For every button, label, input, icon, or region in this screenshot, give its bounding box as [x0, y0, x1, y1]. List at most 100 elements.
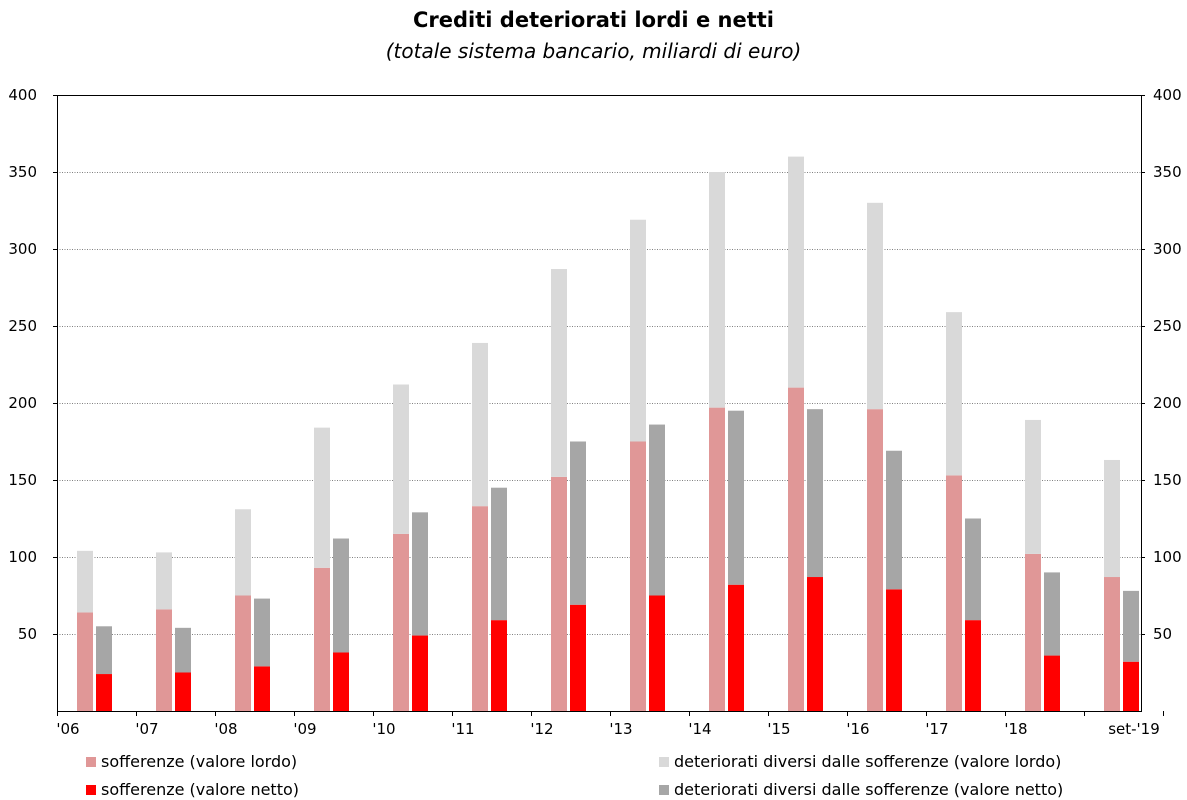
bar-altri-lordo [393, 385, 409, 534]
bar-altri-lordo [314, 428, 330, 568]
x-tick-label: '13 [609, 720, 632, 738]
bar-altri-lordo [788, 157, 804, 388]
y-tick-label-left: 100 [8, 548, 37, 566]
bar-altri-lordo [1104, 460, 1120, 577]
bar-sofferenze-netto [886, 589, 902, 711]
legend-item-altri-netto: deteriorati diversi dalle sofferenze (va… [659, 780, 1063, 799]
legend-label: sofferenze (valore lordo) [101, 752, 297, 771]
bar-sofferenze-netto [96, 674, 112, 711]
bar-sofferenze-netto [649, 596, 665, 712]
bar-sofferenze-lordo [314, 568, 330, 711]
x-tick-label: '06 [56, 720, 79, 738]
y-tick-label-right: 50 [1153, 625, 1172, 643]
bar-altri-netto [807, 409, 823, 577]
bar-sofferenze-netto [254, 666, 270, 711]
bar-altri-netto [649, 425, 665, 596]
bar-altri-netto [491, 488, 507, 620]
bar-altri-netto [965, 519, 981, 621]
x-tick-label: '12 [530, 720, 553, 738]
legend-label: sofferenze (valore netto) [101, 780, 299, 799]
x-tick-label: set-'19 [1108, 720, 1160, 738]
legend-item-altri-lordo: deteriorati diversi dalle sofferenze (va… [659, 752, 1061, 771]
y-axis-right: 50 100 150 200 250 300 350 400 [1153, 86, 1182, 643]
legend-label: deteriorati diversi dalle sofferenze (va… [674, 780, 1063, 799]
legend-item-sofferenze-netto: sofferenze (valore netto) [86, 780, 299, 799]
bar-altri-netto [1044, 572, 1060, 655]
bar-sofferenze-netto [728, 585, 744, 711]
bar-sofferenze-lordo [156, 609, 172, 711]
bar-sofferenze-netto [333, 652, 349, 711]
bar-altri-netto [570, 442, 586, 605]
bar-altri-lordo [630, 220, 646, 442]
bar-sofferenze-netto [1123, 662, 1139, 711]
axes [53, 96, 1164, 717]
bar-sofferenze-lordo [630, 442, 646, 712]
y-tick-label-left: 400 [8, 86, 37, 104]
bar-altri-netto [728, 411, 744, 585]
legend-swatch [86, 757, 96, 767]
bar-altri-lordo [472, 343, 488, 506]
y-tick-label-right: 300 [1153, 240, 1182, 258]
y-tick-label-right: 400 [1153, 86, 1182, 104]
bar-sofferenze-netto [1044, 656, 1060, 711]
y-tick-label-left: 150 [8, 471, 37, 489]
bar-sofferenze-lordo [946, 475, 962, 711]
x-tick-label: '08 [214, 720, 237, 738]
y-tick-label-left: 350 [8, 163, 37, 181]
bar-sofferenze-lordo [867, 409, 883, 711]
legend-item-sofferenze-lordo: sofferenze (valore lordo) [86, 752, 297, 771]
bar-sofferenze-lordo [77, 612, 93, 711]
bar-altri-netto [412, 512, 428, 635]
bar-altri-lordo [77, 551, 93, 613]
bar-altri-netto [175, 628, 191, 673]
bar-sofferenze-lordo [472, 506, 488, 711]
y-tick-label-left: 300 [8, 240, 37, 258]
x-tick-label: '10 [372, 720, 395, 738]
bar-altri-netto [254, 599, 270, 667]
bar-sofferenze-lordo [709, 408, 725, 711]
y-tick-label-right: 350 [1153, 163, 1182, 181]
bar-sofferenze-netto [412, 636, 428, 711]
bar-sofferenze-netto [965, 620, 981, 711]
y-tick-label-right: 100 [1153, 548, 1182, 566]
bar-sofferenze-lordo [551, 477, 567, 711]
y-tick-label-right: 250 [1153, 317, 1182, 335]
y-axis-left: 50 100 150 200 250 300 350 400 [8, 86, 37, 643]
bar-altri-netto [886, 451, 902, 590]
bar-altri-lordo [709, 172, 725, 408]
bar-altri-netto [96, 626, 112, 674]
x-tick-label: '15 [767, 720, 790, 738]
bar-altri-netto [333, 539, 349, 653]
bar-sofferenze-netto [570, 605, 586, 711]
bar-sofferenze-lordo [1025, 554, 1041, 711]
x-tick-label: '14 [688, 720, 711, 738]
x-tick-label: '17 [925, 720, 948, 738]
bar-altri-lordo [235, 509, 251, 595]
bar-sofferenze-lordo [393, 534, 409, 711]
bar-sofferenze-lordo [788, 388, 804, 711]
bar-altri-lordo [1025, 420, 1041, 554]
legend-swatch [659, 785, 669, 795]
x-tick-label: '16 [846, 720, 869, 738]
x-tick-label: '07 [135, 720, 158, 738]
y-tick-label-left: 250 [8, 317, 37, 335]
y-tick-label-right: 150 [1153, 471, 1182, 489]
x-axis: '06 '07 '08 '09 '10 '11 '12 '13 '14 '15 '16 '17 '18 s… [56, 720, 1159, 738]
bar-altri-lordo [867, 203, 883, 409]
bars [77, 157, 1139, 711]
bar-altri-lordo [551, 269, 567, 477]
bar-sofferenze-netto [175, 673, 191, 712]
bar-altri-netto [1123, 591, 1139, 662]
legend-swatch [659, 757, 669, 767]
bar-sofferenze-netto [491, 620, 507, 711]
bar-altri-lordo [946, 312, 962, 475]
y-tick-label-right: 200 [1153, 394, 1182, 412]
y-tick-label-left: 50 [18, 625, 37, 643]
bar-altri-lordo [156, 552, 172, 609]
x-tick-label: '11 [451, 720, 474, 738]
bar-sofferenze-lordo [1104, 577, 1120, 711]
y-tick-label-left: 200 [8, 394, 37, 412]
x-tick-label: '09 [293, 720, 316, 738]
x-tick-label: '18 [1004, 720, 1027, 738]
